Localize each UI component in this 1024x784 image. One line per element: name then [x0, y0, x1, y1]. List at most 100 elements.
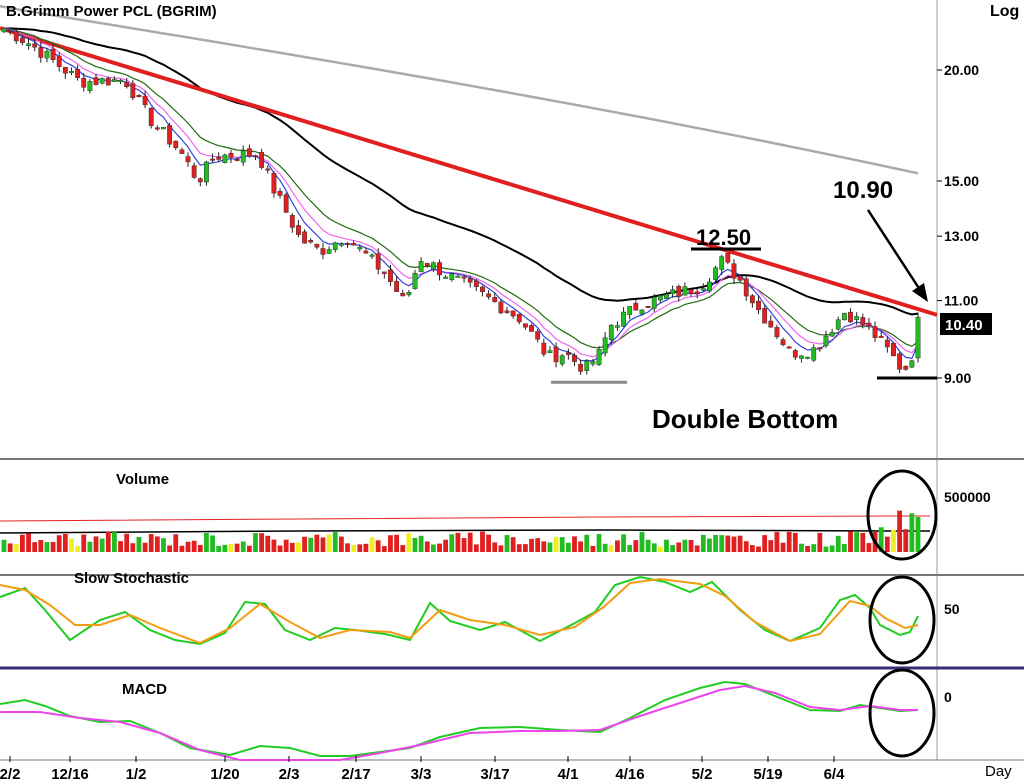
candle-body — [749, 295, 755, 304]
volume-bar — [608, 545, 614, 552]
candle-body — [388, 269, 393, 282]
volume-title: Volume — [116, 471, 169, 488]
candle-body — [480, 286, 485, 293]
volume-bar — [443, 539, 449, 552]
candle-body — [271, 173, 277, 194]
volume-bar — [161, 538, 166, 552]
candle-body — [418, 261, 424, 273]
candle-body — [774, 327, 780, 338]
volume-bar — [737, 535, 743, 552]
volume-bar — [112, 532, 117, 552]
volume-bar — [296, 542, 301, 552]
candle-body — [860, 317, 866, 326]
candle-body — [357, 246, 363, 250]
volume-bar — [676, 542, 682, 552]
candle-body — [608, 325, 614, 340]
candle-body — [786, 346, 792, 349]
candle-body — [1, 28, 7, 33]
volume-bar — [841, 543, 847, 552]
volume-bar — [437, 543, 442, 552]
volume-bar — [492, 542, 498, 552]
candle-body — [99, 78, 105, 84]
x-tick-label: 6/4 — [824, 766, 846, 783]
macd-title: MACD — [122, 681, 167, 698]
candle-body — [780, 339, 786, 346]
sma200-line — [0, 4, 919, 175]
candle-body — [553, 346, 559, 363]
volume-bar — [105, 531, 111, 552]
candle-body — [596, 348, 602, 365]
candle-body — [400, 293, 406, 297]
axes: 20.00 15.00 13.00 11.00 9.00 2/2 12/16 1/2 1/20 2… — [0, 62, 979, 783]
price-tick-label: 15.00 — [944, 173, 979, 189]
candle-body — [314, 243, 320, 248]
candle-body — [841, 312, 847, 321]
candle-body — [516, 313, 522, 323]
macd-tick-0: 0 — [944, 689, 952, 705]
candle-body — [32, 43, 38, 48]
volume-bar — [639, 531, 645, 552]
price-panel — [0, 4, 938, 384]
candle-body — [20, 37, 25, 44]
period-label: Day — [985, 763, 1012, 780]
volume-bar — [449, 534, 455, 552]
volume-bar — [541, 541, 547, 552]
ema10-line — [3, 28, 919, 362]
x-tick-label: 4/16 — [615, 766, 644, 783]
last-price-tag: 10.40 — [940, 313, 992, 335]
candle-body — [332, 242, 338, 250]
candle-body — [289, 215, 295, 228]
candle-body — [565, 352, 571, 355]
candle-body — [449, 273, 455, 280]
candle-body — [737, 276, 743, 281]
volume-bar — [725, 535, 731, 552]
volume-bar — [664, 539, 669, 552]
macd-panel — [0, 680, 919, 761]
volume-bar — [529, 538, 534, 552]
volume-bar — [756, 546, 761, 552]
stochastic-panel — [0, 575, 919, 646]
volume-highlight-ellipse — [866, 469, 938, 561]
volume-bar — [486, 534, 492, 552]
candle-body — [375, 253, 381, 270]
candle-body — [891, 343, 896, 357]
volume-bar — [627, 545, 633, 552]
candle-body — [590, 361, 596, 365]
volume-bar — [915, 516, 921, 552]
candle-body — [130, 83, 136, 99]
candle-body — [210, 158, 215, 161]
volume-bar — [173, 534, 179, 552]
volume-bar — [338, 536, 344, 552]
volume-bar — [75, 545, 81, 552]
volume-bar — [424, 541, 430, 552]
price-tick-label: 20.00 — [944, 62, 979, 78]
candle-body — [308, 240, 314, 243]
volume-bar — [148, 534, 154, 552]
candle-body — [792, 350, 798, 358]
candle-body — [498, 301, 504, 314]
candle-body — [437, 262, 442, 276]
macd-signal-line — [0, 684, 918, 761]
candle-body — [320, 248, 326, 255]
volume-bar — [553, 537, 559, 552]
volume-bar — [375, 540, 381, 552]
volume-bar — [320, 537, 326, 552]
volume-bar — [461, 538, 467, 552]
candle-body — [664, 294, 669, 299]
candle-body — [903, 365, 909, 370]
volume-bar — [332, 532, 338, 552]
volume-bar — [418, 535, 424, 552]
candle-body — [222, 154, 228, 163]
volume-bar — [473, 544, 479, 552]
candle-body — [265, 168, 271, 171]
volume-bar — [302, 536, 307, 552]
candle-body — [627, 305, 633, 316]
volume-bar — [400, 545, 406, 552]
candle-body — [191, 165, 197, 178]
candle-body — [412, 273, 418, 289]
candle-body — [179, 149, 185, 154]
candle-body — [694, 291, 700, 295]
volume-bar — [265, 535, 271, 552]
volume-bar — [848, 531, 853, 552]
